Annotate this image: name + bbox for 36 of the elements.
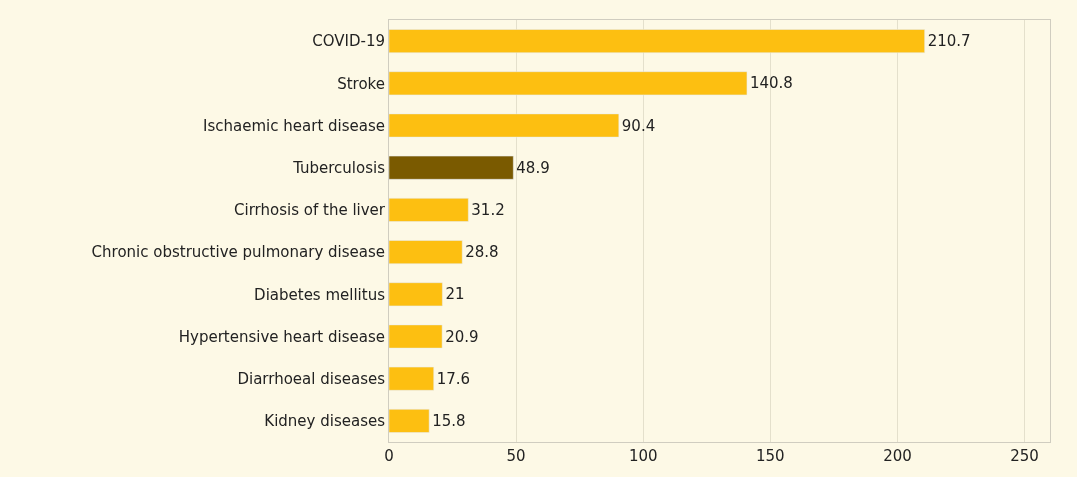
x-tick-label: 0 (384, 447, 394, 465)
bar (389, 71, 748, 96)
x-tick-label: 100 (628, 447, 658, 465)
y-tick-label: Tuberculosis (292, 158, 386, 177)
data-label: 90.4 (621, 116, 656, 135)
x-tick-label: 150 (756, 447, 785, 465)
data-label: 210.7 (927, 32, 971, 51)
bar (389, 113, 620, 138)
bar (389, 29, 925, 53)
bar (389, 324, 443, 349)
y-tick-label: COVID-19 (312, 32, 385, 51)
y-tick-label: Diabetes mellitus (254, 285, 386, 304)
y-tick-label: Kidney diseases (264, 412, 386, 431)
x-tick-label: 250 (1010, 447, 1039, 465)
data-label: 48.9 (516, 158, 550, 177)
y-tick-label: Stroke (337, 74, 385, 93)
y-tick-label: Ischaemic heart disease (203, 116, 385, 135)
bar (389, 282, 443, 307)
y-tick-label: Hypertensive heart disease (178, 327, 385, 346)
bar (389, 155, 514, 180)
x-tick-label: 200 (883, 447, 912, 465)
data-label: 17.6 (436, 369, 471, 388)
bar (389, 366, 434, 391)
data-label: 21 (445, 285, 465, 304)
bar (389, 409, 430, 433)
x-tick-label: 50 (506, 447, 526, 465)
bar (389, 198, 469, 222)
y-tick-label: Chronic obstructive pulmonary disease (91, 243, 385, 262)
data-label: 20.9 (445, 327, 479, 346)
y-tick-label: Diarrhoeal diseases (237, 369, 386, 388)
y-tick-label: Cirrhosis of the liver (234, 201, 386, 220)
data-label: 15.8 (432, 411, 466, 430)
data-label: 140.8 (749, 74, 793, 93)
bar (389, 240, 463, 264)
data-label: 31.2 (471, 200, 505, 219)
data-label: 28.8 (465, 243, 499, 262)
